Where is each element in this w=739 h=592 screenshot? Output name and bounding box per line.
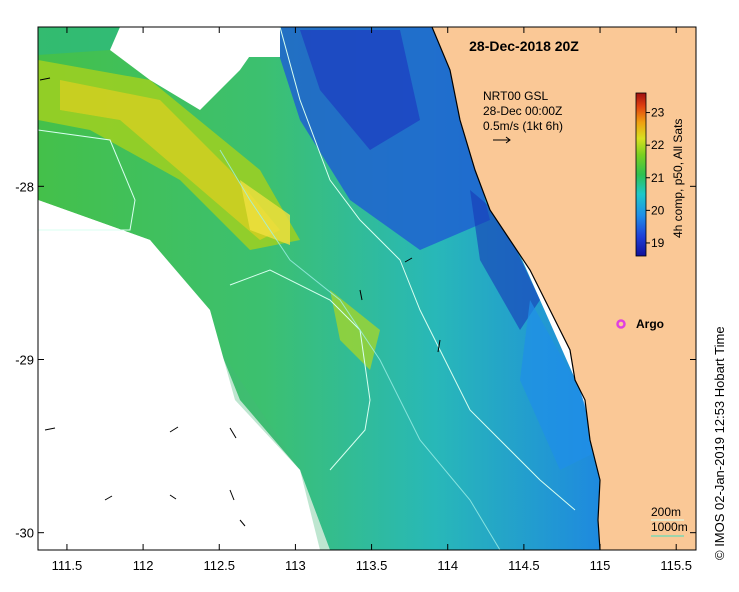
colorbar-tick-label: 19 (651, 236, 665, 250)
x-axis: 111.5 112 112.5 113 113.5 114 114.5 115 115.5 (52, 27, 692, 573)
isobath-label-1000m: 1000m (651, 520, 688, 534)
y-tick-label: -29 (15, 353, 34, 368)
scale-arrow-head-icon (505, 136, 511, 144)
isobath-legend: 200m 1000m (651, 505, 688, 537)
colorbar: 19 20 21 22 23 4h comp, p50, All Sats (635, 92, 685, 257)
argo-legend: Argo (616, 317, 664, 331)
argo-marker-icon (616, 319, 626, 329)
isobath-label-200m: 200m (651, 505, 681, 519)
colorbar-ticks: 19 20 21 22 23 (646, 106, 665, 250)
x-tick-label: 113 (285, 558, 306, 573)
argo-label: Argo (636, 317, 664, 331)
x-tick-label: 114 (437, 558, 458, 573)
colorbar-tick-label: 20 (651, 203, 665, 217)
x-tick-label: 113.5 (356, 558, 388, 573)
y-axis: -28 -29 -30 (15, 179, 696, 541)
x-tick-label: 115 (590, 558, 611, 573)
current-annotation: NRT00 GSL 28-Dec 00:00Z 0.5m/s (1kt 6h) (483, 89, 563, 144)
colorbar-label: 4h comp, p50, All Sats (671, 119, 685, 238)
credit-text: © IMOS 02-Jan-2019 12:53 Hobart Time (712, 326, 727, 560)
colorbar-ramp (635, 92, 647, 257)
colorbar-tick-label: 22 (651, 138, 665, 152)
cloud-gaps (38, 27, 320, 550)
x-tick-label: 112 (133, 558, 154, 573)
colorbar-tick-label: 23 (651, 106, 665, 120)
x-tick-label: 111.5 (52, 558, 83, 573)
y-tick-label: -28 (15, 179, 34, 194)
plot-frame (37, 26, 697, 551)
map-title: 28-Dec-2018 20Z (469, 38, 579, 54)
annotation-line-1: NRT00 GSL (483, 89, 548, 103)
x-tick-label: 115.5 (660, 558, 692, 573)
x-tick-label: 112.5 (203, 558, 235, 573)
coastline (431, 27, 601, 550)
annotation-line-3: 0.5m/s (1kt 6h) (483, 119, 563, 133)
isobaths (38, 27, 576, 550)
annotation-line-2: 28-Dec 00:00Z (483, 104, 562, 118)
land (432, 27, 696, 550)
y-tick-label: -30 (15, 526, 34, 541)
current-vectors (39, 77, 441, 527)
sst-field (38, 27, 605, 550)
x-tick-label: 114.5 (508, 558, 540, 573)
colorbar-tick-label: 21 (651, 171, 665, 185)
plot-area (38, 27, 696, 550)
